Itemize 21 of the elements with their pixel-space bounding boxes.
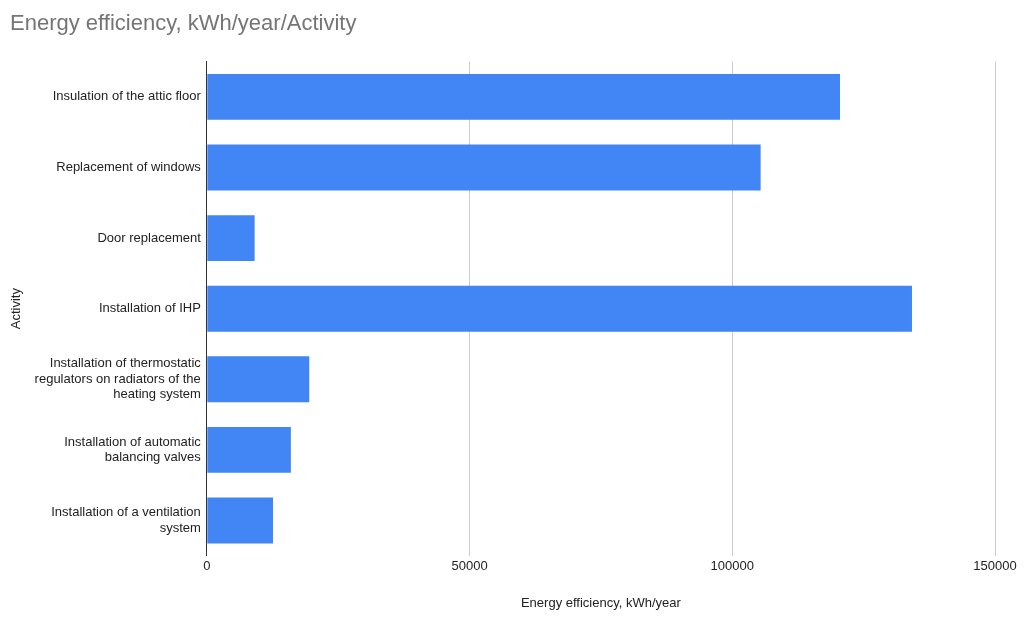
bar xyxy=(207,144,761,191)
bar xyxy=(207,497,274,544)
bar xyxy=(207,73,840,120)
bar xyxy=(207,285,912,332)
x-tick-label: 0 xyxy=(203,558,211,574)
bar xyxy=(207,426,291,473)
y-tick-label: Insulation of the attic floor xyxy=(52,88,202,104)
y-tick-label: Installation of automatic balancing valves xyxy=(64,433,202,465)
x-tick-label: 150000 xyxy=(973,558,1017,574)
bar xyxy=(207,356,310,403)
y-tick-label: Installation of thermostatic regulators on radiators of the heating system xyxy=(34,355,202,402)
bar xyxy=(207,215,255,262)
y-axis-title: Activity xyxy=(8,287,24,330)
x-tick-label: 50000 xyxy=(451,558,488,574)
chart-title: Energy efficiency, kWh/year/Activity xyxy=(10,10,357,36)
y-tick-label: Replacement of windows xyxy=(56,159,202,175)
y-tick-label: Installation of a ventilation system xyxy=(51,504,201,535)
x-axis-title: Energy efficiency, kWh/year xyxy=(520,594,682,610)
y-tick-label: Installation of IHP xyxy=(98,300,201,316)
x-tick-label: 100000 xyxy=(710,558,754,574)
y-tick-label: Door replacement xyxy=(97,229,202,245)
